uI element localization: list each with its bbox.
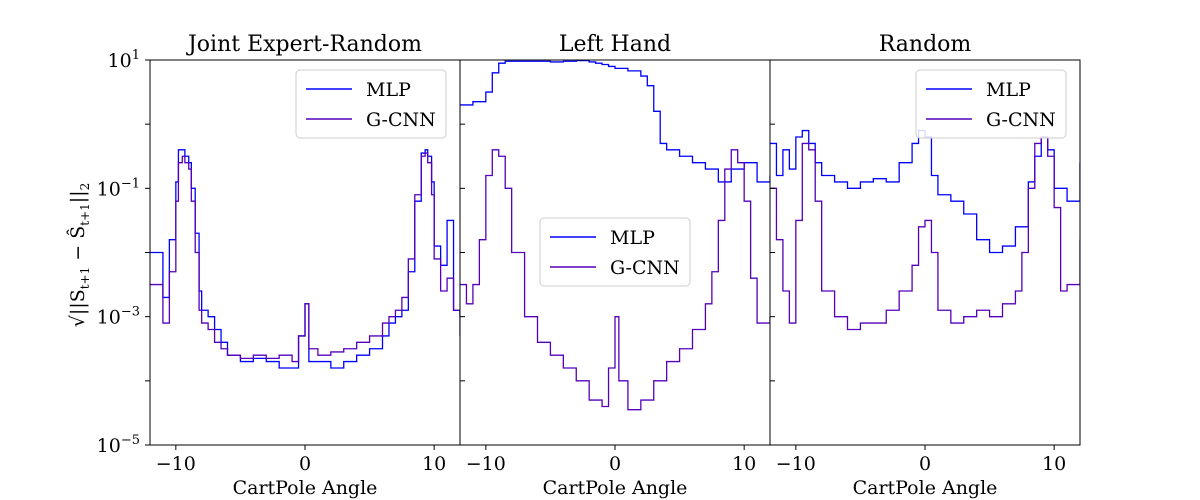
x-tick-label: 0 <box>919 453 931 475</box>
ylabel-sub1: t+1 <box>78 267 92 290</box>
legend-label-g-cnn: G-CNN <box>610 257 680 279</box>
y-tick-base: 10 <box>108 50 132 72</box>
chart-title: Left Hand <box>559 32 671 57</box>
legend-box <box>295 69 447 139</box>
y-tick-base: 10 <box>97 435 121 457</box>
x-tick-label: 0 <box>609 453 621 475</box>
x-tick-label: 10 <box>732 453 756 475</box>
y-tick-label: 101 <box>108 48 140 72</box>
x-axis-label: CartPole Angle <box>233 477 378 499</box>
y-tick-label: 10−1 <box>97 176 140 200</box>
series-group <box>770 129 1080 331</box>
ylabel-sub3: 2 <box>78 183 92 191</box>
x-tick-label: −10 <box>776 453 816 475</box>
series-group <box>460 60 770 411</box>
legend-label-mlp: MLP <box>610 227 655 249</box>
y-tick-exponent: −1 <box>121 176 140 191</box>
legend-box <box>539 217 691 287</box>
y-tick-exponent: −5 <box>121 433 140 448</box>
series-line-g-cnn <box>460 149 770 411</box>
y-tick-label: 10−5 <box>97 433 140 457</box>
x-tick-label: −10 <box>466 453 506 475</box>
series-line-mlp <box>770 129 1080 254</box>
legend-box <box>915 69 1067 139</box>
series-line-g-cnn <box>150 152 460 363</box>
y-axis-label: √||St+1 − Ŝt+1||2 <box>66 183 92 327</box>
svg-text:√||St+1 − Ŝt+1||2: √||St+1 − Ŝt+1||2 <box>66 183 92 327</box>
series-line-g-cnn <box>770 136 1080 331</box>
ylabel-minus: − Ŝ <box>66 226 89 267</box>
legend: MLP G-CNN <box>295 69 447 139</box>
legend-label-mlp: MLP <box>366 79 411 101</box>
y-tick-base: 10 <box>97 178 121 200</box>
x-tick-label: −10 <box>156 453 196 475</box>
ylabel-close: || <box>67 190 89 203</box>
legend: MLP G-CNN <box>539 217 691 287</box>
ylabel-sub2: t+1 <box>78 203 92 226</box>
panel-3: Random CartPole Angle −10 0 10 MLP G-CNN <box>769 32 1081 499</box>
x-tick-label: 10 <box>422 453 446 475</box>
legend-label-mlp: MLP <box>986 79 1031 101</box>
x-tick-label: 10 <box>1042 453 1066 475</box>
x-axis-label: CartPole Angle <box>853 477 998 499</box>
chart-title: Joint Expert-Random <box>186 32 422 57</box>
chart-title: Random <box>879 32 972 57</box>
x-tick-label: 0 <box>299 453 311 475</box>
legend-label-g-cnn: G-CNN <box>366 109 436 131</box>
y-tick-label: 10−3 <box>97 305 140 329</box>
ylabel-open: ||S <box>67 289 89 315</box>
legend-label-g-cnn: G-CNN <box>986 109 1056 131</box>
x-axis-label: CartPole Angle <box>543 477 688 499</box>
series-group <box>150 149 460 369</box>
legend: MLP G-CNN <box>915 69 1067 139</box>
y-tick-exponent: 1 <box>132 48 140 63</box>
panel-2: Left Hand CartPole Angle −10 0 10 MLP G-CNN <box>459 32 771 499</box>
y-tick-exponent: −3 <box>121 305 140 320</box>
series-line-mlp <box>460 60 770 183</box>
ylabel-root: √ <box>67 314 89 327</box>
y-tick-base: 10 <box>97 307 121 329</box>
